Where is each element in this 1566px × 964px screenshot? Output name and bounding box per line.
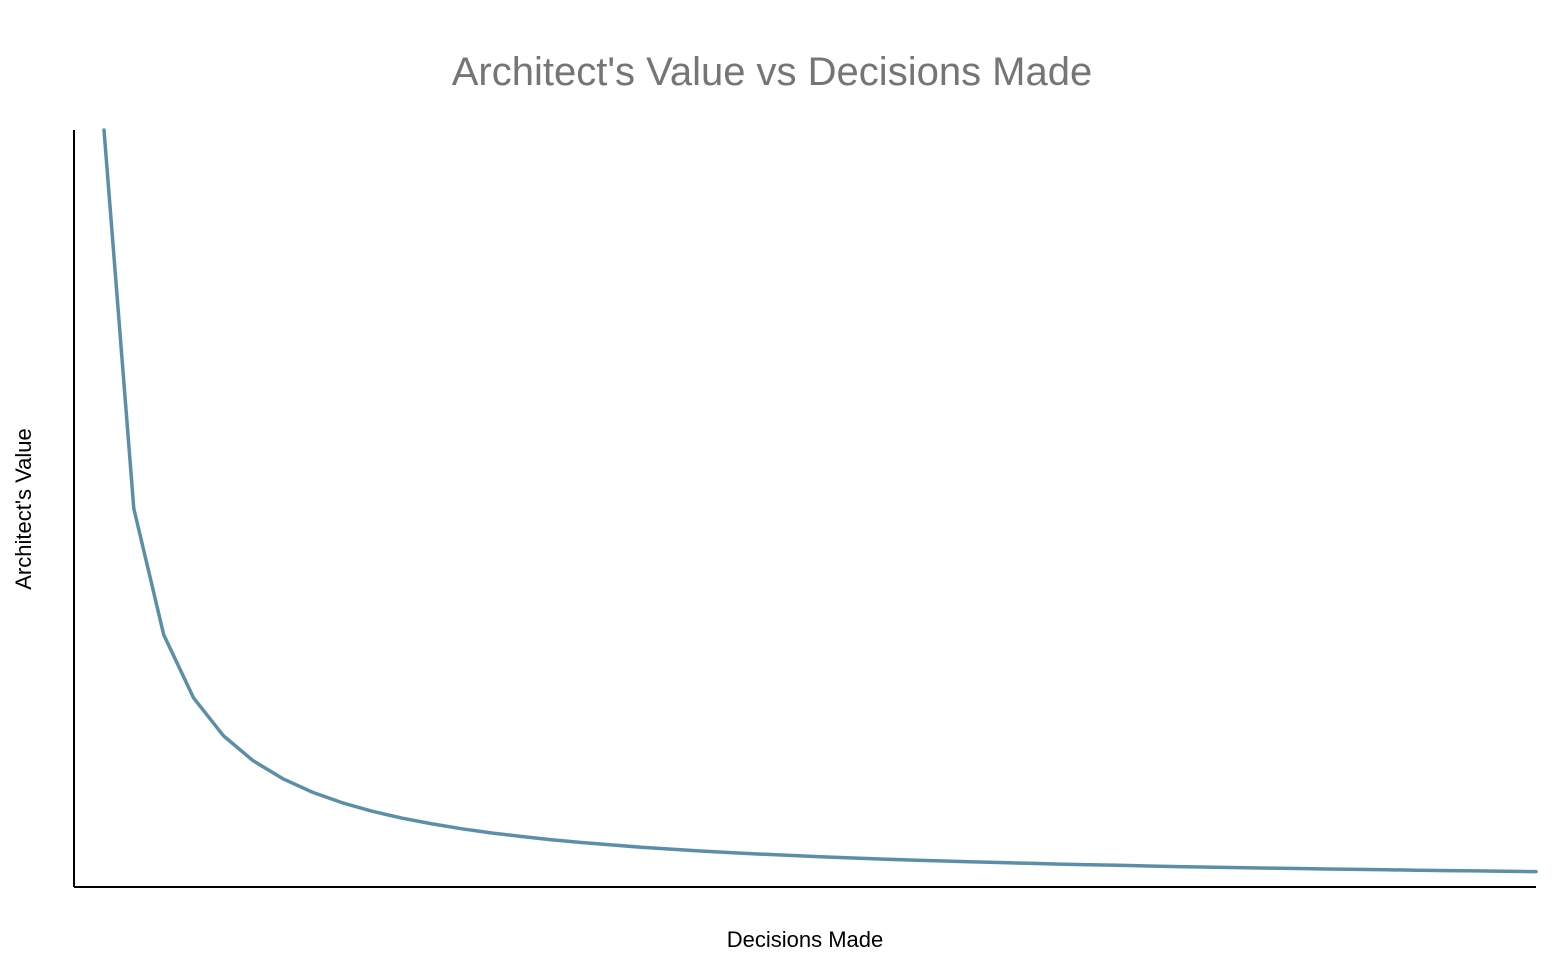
x-axis-label: Decisions Made xyxy=(727,927,884,952)
chart-title: Architect's Value vs Decisions Made xyxy=(452,50,1093,94)
y-axis-label: Architect's Value xyxy=(11,428,36,590)
series-line xyxy=(102,128,1538,874)
plot-area xyxy=(102,128,1538,874)
